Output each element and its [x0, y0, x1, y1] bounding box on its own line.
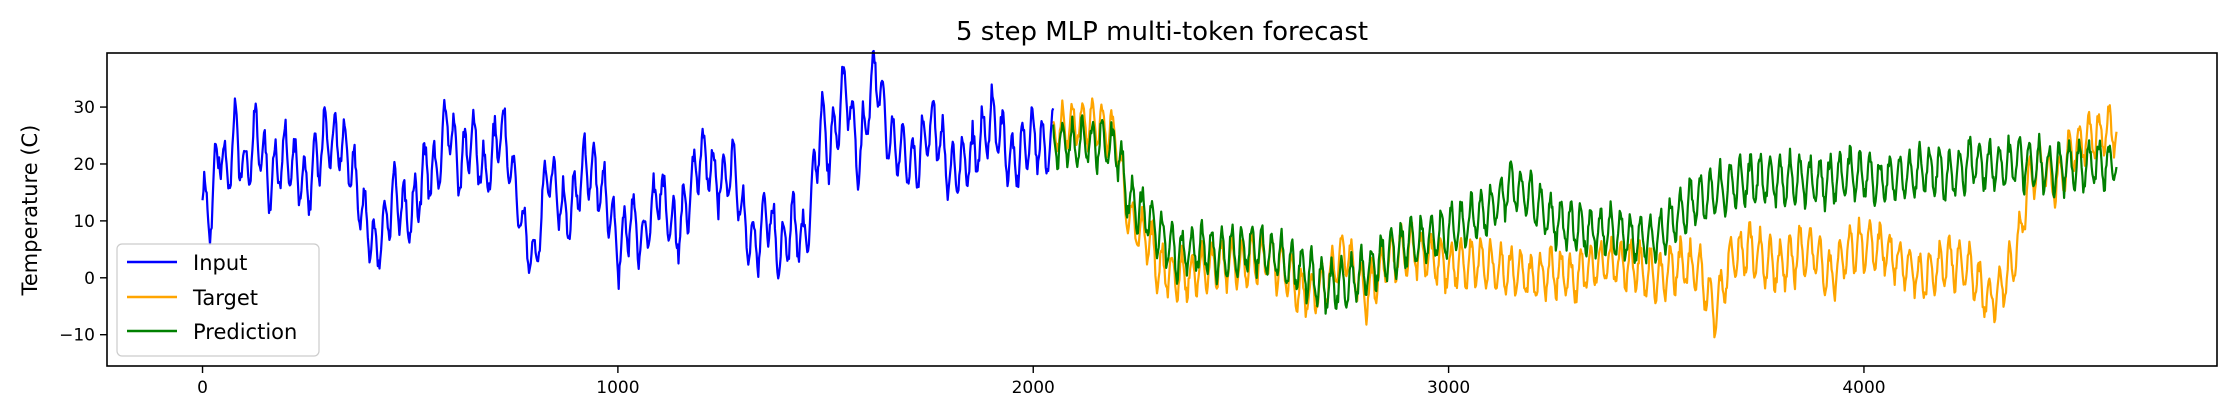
plot-area-frame: [106, 52, 2218, 367]
legend: Input Target Prediction: [116, 243, 320, 357]
x-tick-label: 0: [197, 378, 208, 398]
y-axis: −10 0 10 20 30: [59, 98, 107, 346]
y-axis-label: Temperature (C): [18, 125, 42, 297]
series-line-prediction: [1052, 114, 2118, 315]
x-tick-label: 1000: [596, 378, 639, 398]
legend-label-input: Input: [193, 251, 247, 275]
x-tick-label: 4000: [1842, 378, 1885, 398]
x-tick-label: 3000: [1427, 378, 1470, 398]
chart-title: 5 step MLP multi-token forecast: [956, 17, 1368, 47]
y-tick-label: 10: [73, 212, 95, 232]
legend-label-prediction: Prediction: [193, 320, 297, 344]
legend-label-target: Target: [192, 286, 258, 310]
series-line-input: [201, 49, 1055, 290]
legend-box: [116, 243, 320, 357]
x-tick-label: 2000: [1012, 378, 1055, 398]
y-tick-label: 30: [73, 98, 95, 118]
plot-lines: [201, 49, 2118, 339]
x-axis: 0 1000 2000 3000 4000: [197, 366, 1886, 398]
y-tick-label: 0: [84, 269, 95, 289]
y-tick-label: −10: [59, 326, 95, 346]
y-tick-label: 20: [73, 155, 95, 175]
